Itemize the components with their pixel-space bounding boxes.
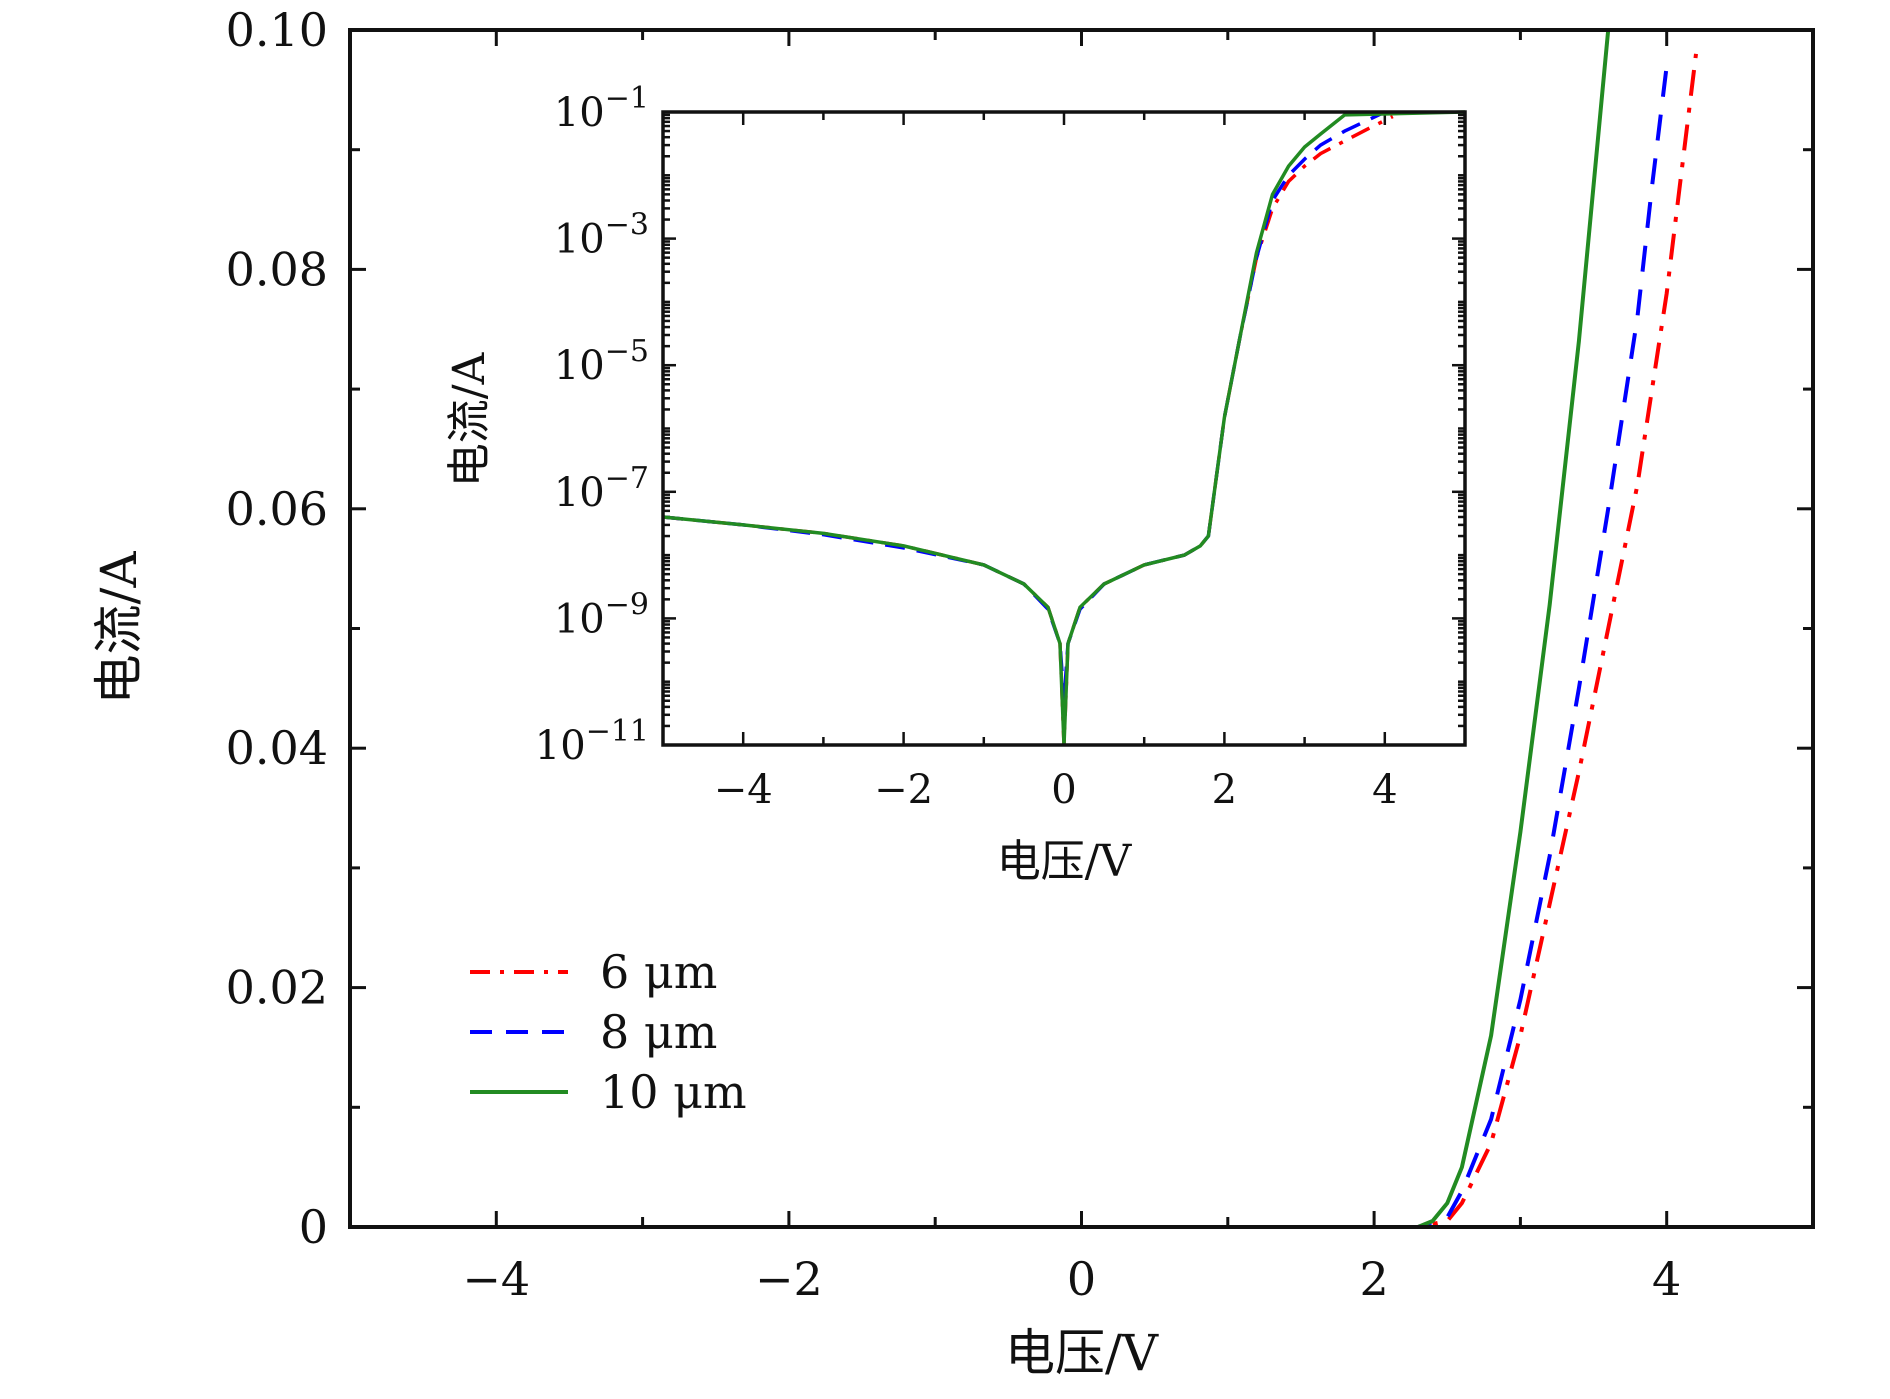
inset-y-tick-exponent: −5 [605,334,649,369]
x-tick-label: −2 [755,1252,823,1306]
y-tick-label: 0.02 [226,961,328,1015]
y-tick-label: 0.06 [226,482,328,536]
y-tick-label: 0.10 [226,3,328,57]
legend-label-2: 10 μm [600,1065,747,1119]
inset-y-tick-exponent: −9 [605,587,649,622]
inset-y-tick-exponent: −3 [605,208,649,243]
inset-y-tick-label: 10−3 [554,208,649,263]
inset-background [663,112,1465,745]
y-tick-label: 0 [299,1200,328,1254]
x-tick-label: 0 [1067,1252,1096,1306]
inset-x-tick-label: −4 [714,767,773,813]
inset-plot-frame [661,110,1467,747]
inset-x-tick-label: −2 [874,767,933,813]
inset-x-axis-title: 电压/V [997,836,1133,887]
y-tick-label: 0.08 [226,242,328,296]
x-axis-title: 电压/V [1005,1324,1159,1382]
inset-y-tick-label: 10−5 [554,334,649,389]
inset-y-tick-exponent: −1 [605,81,649,116]
inset-y-tick-label: 10−11 [535,714,649,769]
main-plot: −4 −2 0 2 4 0 0.02 0.04 0.06 0.08 0.10 电压/V 电流/A [90,3,1815,1382]
inset-y-tick-label: 10−7 [554,461,649,516]
inset-x-tick-label: 4 [1372,767,1397,813]
legend-label-1: 8 μm [600,1005,717,1059]
inset-y-tick-label: 10−1 [554,81,649,136]
inset-x-tick-label: 0 [1051,767,1076,813]
y-axis-title: 电流/A [90,551,148,705]
legend: 6 μm 8 μm 10 μm [470,945,747,1119]
inset-y-tick-label: 10−9 [554,587,649,642]
inset-y-tick-base: 10 [554,596,605,642]
inset-y-axis-title: 电流/A [444,351,495,487]
inset-x-tick-label: 2 [1212,767,1237,813]
x-tick-label: 4 [1652,1252,1681,1306]
inset-y-tick-base: 10 [535,723,586,769]
inset-y-tick-base: 10 [554,470,605,516]
inset-y-tick-exponent: −7 [605,461,649,496]
inset-y-tick-base: 10 [554,343,605,389]
inset-y-tick-base: 10 [554,217,605,263]
inset-y-tick-base: 10 [554,90,605,136]
y-tick-label: 0.04 [226,721,328,775]
inset-series-line-2 [662,110,1466,746]
inset-y-tick-exponent: −11 [586,714,649,749]
x-tick-label: −4 [462,1252,530,1306]
x-tick-label: 2 [1359,1252,1388,1306]
main-plot-frame [348,28,1815,1229]
legend-label-0: 6 μm [600,945,717,999]
